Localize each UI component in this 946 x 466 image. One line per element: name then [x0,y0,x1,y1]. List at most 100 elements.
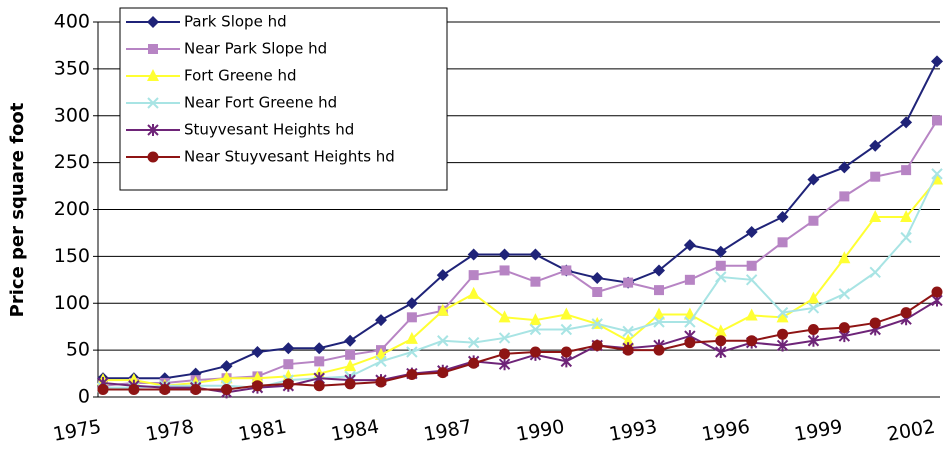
marker [375,355,387,368]
marker [406,369,418,380]
marker [345,349,356,360]
y-tick-label: 400 [54,11,90,33]
legend: Park Slope hd Near Park Slope hd Fort Gree… [119,7,448,191]
marker [591,271,604,284]
marker [622,333,635,346]
marker [745,274,758,286]
marker [931,55,943,68]
marker [344,359,357,372]
marker [869,266,881,279]
marker [653,307,665,320]
marker [437,335,449,347]
marker [838,288,851,300]
y-tick-label: 100 [54,292,90,314]
marker [561,265,572,276]
marker [159,384,171,395]
marker [745,226,758,238]
marker [313,342,326,355]
marker [313,380,325,392]
marker [683,239,696,252]
marker [529,346,541,358]
marker [746,260,757,271]
marker [530,276,541,287]
marker [344,378,356,390]
marker [684,337,696,349]
marker [499,265,510,276]
marker [838,251,851,264]
y-tick-label: 350 [54,57,90,79]
marker [375,376,387,388]
x-tick-label: 2002 [885,416,936,446]
marker [746,335,758,347]
marker [932,115,942,126]
marker [807,302,820,314]
marker [251,371,264,384]
series-line [103,291,938,391]
marker [437,367,449,379]
legend-label: Fort Greene hd [184,67,297,85]
marker [776,310,789,323]
marker [931,168,943,180]
marker [715,346,727,358]
marker [97,384,109,395]
marker [436,269,449,282]
x-tick-label: 1999 [793,416,844,446]
marker [314,356,325,367]
x-tick-label: 1993 [607,416,658,446]
marker [869,139,882,152]
marker [622,344,634,356]
marker [653,316,665,328]
marker [869,317,881,329]
marker [147,124,159,136]
marker [147,16,159,28]
marker [283,359,294,370]
marker [406,346,418,358]
marker [807,324,819,335]
x-tick-label: 1975 [51,416,102,446]
y-tick-label: 0 [78,386,90,408]
marker [560,307,573,320]
marker [714,245,727,258]
marker [715,335,727,347]
x-tick-label: 1984 [329,416,380,446]
series-line [102,299,938,394]
marker [931,286,943,298]
marker [777,328,789,340]
marker [498,248,511,261]
marker [498,332,511,344]
marker [591,318,603,330]
marker [745,308,758,321]
marker [684,274,695,285]
y-tick-label: 50 [66,339,90,361]
marker [147,69,159,81]
marker [560,323,573,336]
legend-box [119,7,448,191]
marker [654,285,664,296]
marker [869,210,882,222]
marker [592,287,603,297]
marker [147,151,159,163]
marker [467,286,480,299]
marker [808,215,819,226]
marker [251,346,264,358]
legend-label: Near Fort Greene hd [184,94,337,112]
marker [900,210,913,222]
marker [714,324,727,337]
legend-label: Near Park Slope hd [184,40,327,58]
x-tick-label: 1990 [515,416,566,446]
marker [715,271,727,283]
marker [220,371,233,384]
marker [498,358,511,371]
marker [148,44,158,54]
marker [375,314,387,327]
marker [901,165,912,176]
marker [715,260,726,271]
marker [468,357,480,369]
marker [870,171,881,182]
marker [344,334,357,347]
marker [622,325,634,338]
marker [591,339,603,351]
marker [900,231,912,244]
marker [190,384,202,395]
